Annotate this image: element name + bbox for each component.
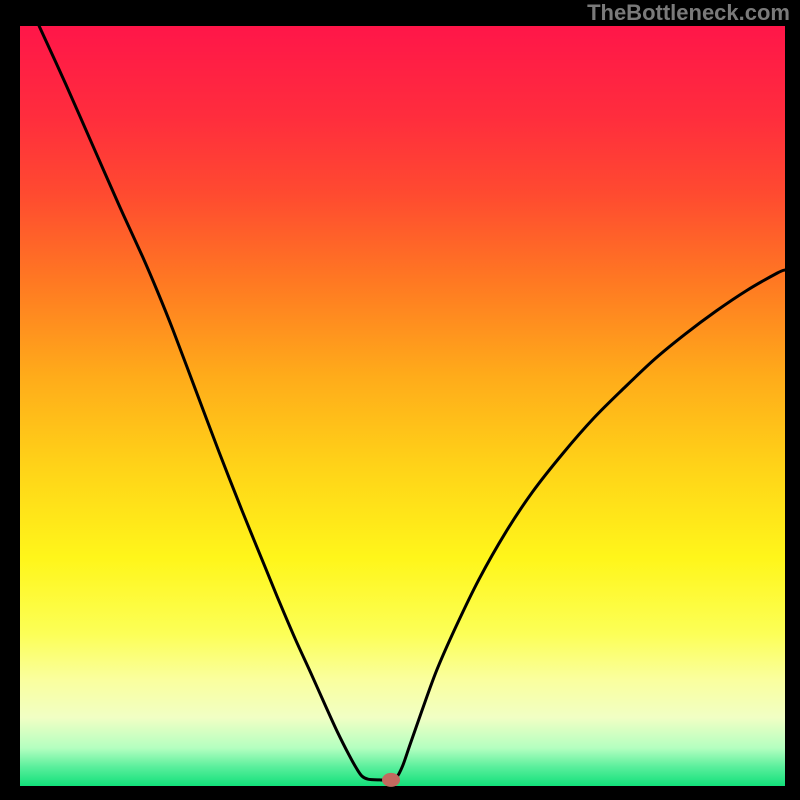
bottleneck-chart bbox=[0, 0, 800, 800]
plot-background bbox=[20, 26, 785, 786]
watermark-text: TheBottleneck.com bbox=[587, 0, 790, 26]
optimum-marker bbox=[382, 773, 400, 787]
chart-container: TheBottleneck.com bbox=[0, 0, 800, 800]
